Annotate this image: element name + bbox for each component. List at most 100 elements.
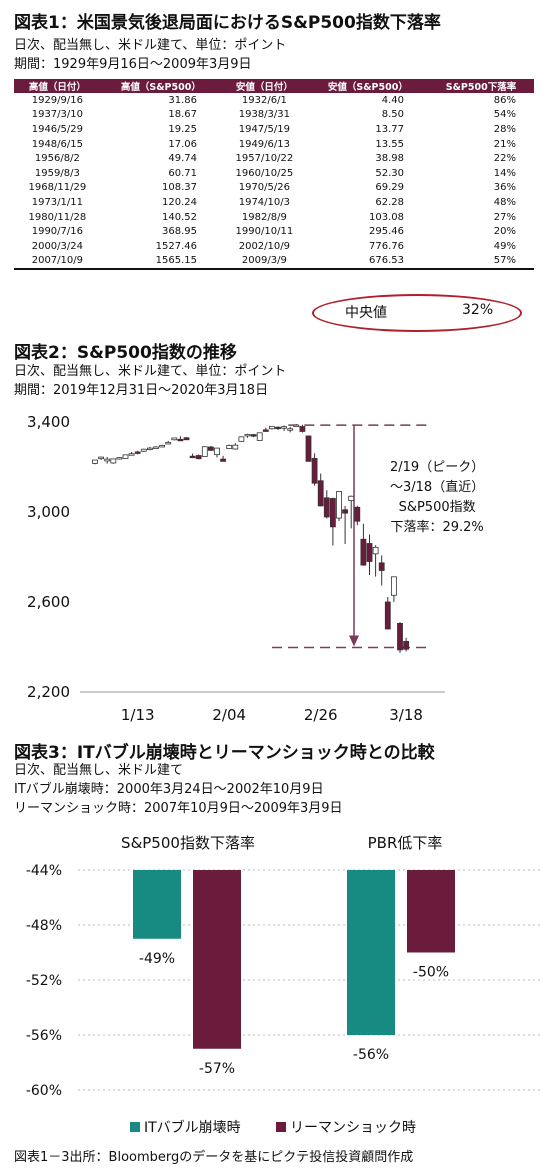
- annotation-line: 下落率：29.2%: [390, 520, 484, 535]
- table-row: 1946/5/29 19.25 1947/5/19 13.77 28%: [14, 122, 534, 137]
- table-cell: 18.67: [168, 109, 197, 121]
- candle-body: [342, 509, 349, 514]
- table-row: 1990/7/16 368.95 1990/10/11 295.46 20%: [14, 224, 534, 239]
- candle-body: [171, 437, 178, 441]
- candle-body: [146, 447, 153, 450]
- candle-body: [195, 455, 202, 460]
- table-cell: 4.40: [381, 94, 404, 106]
- candle-body: [92, 459, 98, 464]
- legend-swatch-it: [130, 1122, 140, 1132]
- table-header-cell: 高値（日付）: [14, 79, 101, 93]
- candle-body: [366, 543, 373, 562]
- table-cell: 1960/10/25: [235, 167, 294, 179]
- table-header-row: 高値（日付） 高値（S&P500） 安値（日付） 安値（S&P500） S&P500下落…: [14, 79, 534, 93]
- fig3-title: 図表3：ITバブル崩壊時とリーマンショック時との比較: [14, 743, 435, 763]
- sp500-candlestick-chart: 2,200 2,600 3,000 3,400 1/13 2/04 2/26 3/18: [27, 413, 445, 724]
- x-tick-label: 3/18: [389, 706, 423, 724]
- table-cell: 2000/3/24: [31, 240, 83, 252]
- table-cell: 1970/5/26: [238, 182, 290, 194]
- category-label: S&P500指数下落率: [121, 834, 255, 852]
- legend-label-lehman: リーマンショック時: [290, 1120, 416, 1136]
- candle-body: [244, 433, 251, 437]
- table-cell: 1937/3/10: [31, 109, 83, 121]
- table-cell: 368.95: [162, 226, 197, 238]
- table-row: 2007/10/9 1565.15 2009/3/9 676.53 57%: [14, 253, 534, 271]
- candle-body: [250, 434, 257, 437]
- table-row: 1980/11/28 140.52 1982/8/9 103.08 27%: [14, 210, 534, 225]
- candle-body: [220, 458, 227, 462]
- table-cell: 1929/9/16: [31, 94, 83, 106]
- candle-body: [287, 428, 294, 431]
- table-cell: 60.71: [168, 167, 197, 179]
- candle-body: [275, 426, 281, 430]
- candle-body: [403, 640, 410, 650]
- candle-body: [281, 426, 288, 429]
- candle-body: [159, 445, 166, 448]
- fig1-title: 図表1：米国景気後退局面におけるS&P500指数下落率: [14, 13, 441, 33]
- candle-body: [128, 453, 135, 456]
- fig2-subtitle-units: 日次、配当無し、米ドル建て、単位：ポイント: [14, 364, 287, 379]
- table-cell: 62.28: [375, 196, 404, 208]
- candle-body: [293, 424, 300, 428]
- table-header-cell: 安値（日付）: [221, 79, 308, 93]
- candle-body: [207, 446, 214, 451]
- y-tick-label: -60%: [26, 1083, 62, 1099]
- candle-body: [110, 458, 117, 464]
- bar-data-label: -49%: [139, 951, 175, 967]
- y-tick-label: 2,600: [27, 593, 70, 611]
- candle-body: [153, 446, 159, 449]
- candle-body: [256, 432, 263, 441]
- annotation-line: 2/19（ピーク）: [390, 460, 485, 475]
- table-cell: 27%: [493, 211, 516, 223]
- drawdown-annotation: 2/19（ピーク） ～3/18（直近） S&P500指数 下落率：29.2%: [390, 458, 484, 538]
- candle-body: [348, 495, 355, 501]
- candle-body: [226, 445, 233, 449]
- table-cell: 86%: [493, 94, 516, 106]
- bar-data-label: -50%: [413, 965, 449, 981]
- y-tick-label: -56%: [26, 1028, 62, 1044]
- table-cell: 1948/6/15: [31, 138, 83, 150]
- table-cell: 21%: [493, 138, 516, 150]
- table-row: 2000/3/24 1527.46 2002/10/9 776.76 49%: [14, 239, 534, 254]
- candle-body: [336, 491, 342, 519]
- candle-body: [177, 438, 184, 442]
- table-header-cell: 安値（S&P500）: [307, 79, 428, 93]
- bar-data-label: -56%: [353, 1047, 389, 1063]
- table-cell: 14%: [493, 167, 516, 179]
- candle-body: [104, 458, 111, 462]
- table-cell: 140.52: [162, 211, 197, 223]
- fig2-title: 図表2：S&P500指数の推移: [14, 343, 237, 363]
- table-row: 1959/8/3 60.71 1960/10/25 52.30 14%: [14, 166, 534, 181]
- candle-body: [323, 497, 330, 518]
- candle-body: [189, 455, 196, 459]
- table-row: 1973/1/11 120.24 1974/10/3 62.28 48%: [14, 195, 534, 210]
- bar-data-label: -57%: [199, 1061, 235, 1077]
- fig1-subtitle-units: 日次、配当無し、米ドル建て、単位：ポイント: [14, 38, 287, 53]
- table-cell: 108.37: [162, 182, 197, 194]
- candle-body: [238, 436, 245, 442]
- median-label: 中央値: [345, 305, 387, 321]
- fig1-subtitle-period: 期間：1929年9月16日～2009年3月9日: [14, 57, 252, 72]
- bar: [133, 870, 181, 939]
- fig3-subtitle-it: ITバブル崩壊時：2000年3月24日～2002年10月9日: [14, 782, 324, 797]
- table-cell: 13.77: [375, 123, 404, 135]
- table-cell: 776.76: [369, 240, 404, 252]
- table-cell: 38.98: [375, 153, 404, 165]
- table-cell: 1959/8/3: [34, 167, 80, 179]
- annotation-line: ～3/18（直近）: [390, 480, 485, 495]
- table-cell: 54%: [493, 109, 516, 121]
- bar: [347, 870, 395, 1035]
- table-cell: 28%: [493, 123, 516, 135]
- table-cell: 49.74: [168, 153, 197, 165]
- table-cell: 1982/8/9: [241, 211, 287, 223]
- table-row: 1929/9/16 31.86 1932/6/1 4.40 86%: [14, 93, 534, 108]
- recession-table: 高値（日付） 高値（S&P500） 安値（日付） 安値（S&P500） S&P500下落…: [14, 79, 534, 271]
- fig3-subtitle-lehman: リーマンショック時：2007年10月9日～2009年3月9日: [14, 801, 343, 816]
- table-cell: 57%: [428, 253, 534, 271]
- bar: [407, 870, 455, 953]
- table-cell: 2007/10/9: [14, 253, 101, 271]
- candle-body: [262, 429, 269, 432]
- table-row: 1956/8/2 49.74 1957/10/22 38.98 22%: [14, 151, 534, 166]
- annotation-line: S&P500指数: [398, 500, 476, 515]
- table-cell: 36%: [493, 182, 516, 194]
